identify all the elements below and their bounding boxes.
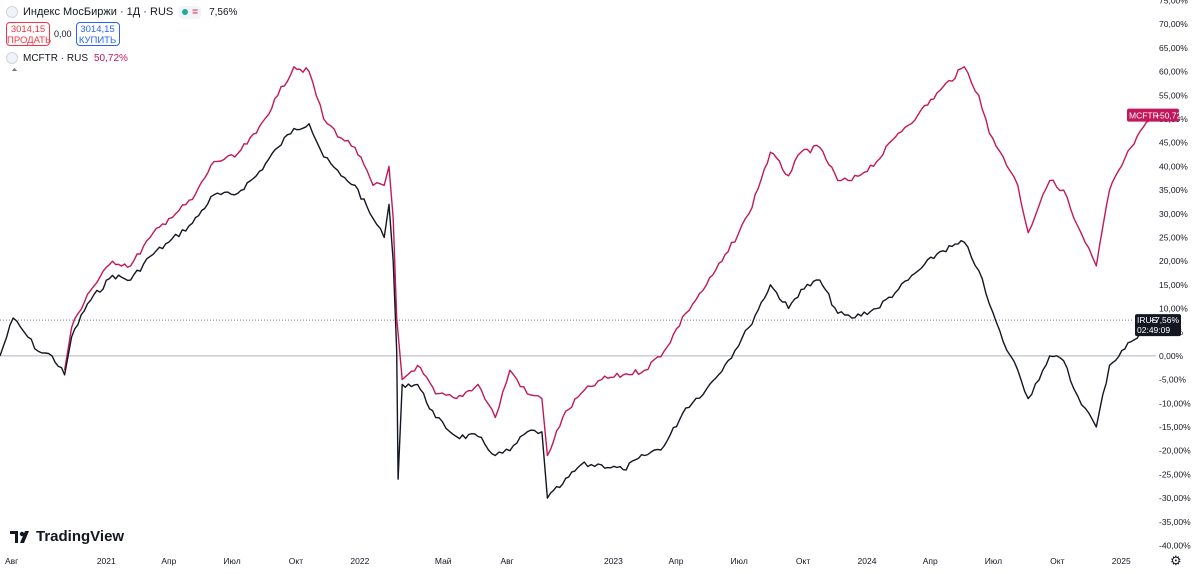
series-line-imoex[interactable]: [0, 122, 1154, 499]
x-tick-label: 2021: [97, 556, 116, 566]
y-tick-label: 30,00%: [1159, 209, 1188, 219]
imoex-tag-countdown: 02:49:09: [1137, 325, 1170, 335]
x-axis[interactable]: Авг 2021 Апр Июл Окт 2022 Май Авг 2023 Апр Июл Окт 2…: [5, 556, 1131, 566]
series-line-mcftr[interactable]: [63, 66, 1154, 457]
buy-label: КУПИТЬ: [78, 35, 117, 46]
mcftr-tag-value: +50,72%: [1155, 111, 1189, 121]
tradingview-logo[interactable]: TradingView: [10, 528, 124, 545]
y-tick-label: -35,00%: [1159, 517, 1191, 527]
y-tick-label: 20,00%: [1159, 256, 1188, 266]
y-tick-label: 65,00%: [1159, 43, 1188, 53]
y-tick-label: -15,00%: [1159, 422, 1191, 432]
symbol-logo-icon: [6, 6, 18, 18]
tradingview-logo-icon: [10, 530, 29, 543]
compare-logo-icon: [6, 52, 18, 64]
x-tick-label: Май: [435, 556, 452, 566]
x-tick-label: Апр: [923, 556, 938, 566]
market-status-badge[interactable]: =: [179, 5, 202, 19]
sell-button[interactable]: 3014,15 ПРОДАТЬ: [6, 22, 52, 46]
y-tick-label: 70,00%: [1159, 19, 1188, 29]
y-tick-label: 0,00%: [1159, 351, 1184, 361]
x-tick-label: Окт: [796, 556, 810, 566]
mcftr-price-tag: MCFTR +50,72%: [1127, 108, 1189, 122]
y-tick-label: -30,00%: [1159, 493, 1191, 503]
buy-price: 3014,15: [80, 24, 115, 35]
x-tick-label: 2023: [604, 556, 623, 566]
y-tick-label: 60,00%: [1159, 67, 1188, 77]
y-tick-label: 75,00%: [1159, 0, 1188, 6]
spread-value: 0,00: [54, 29, 72, 39]
x-tick-label: Июл: [985, 556, 1002, 566]
x-tick-label: Авг: [5, 556, 18, 566]
y-axis[interactable]: 75,00%70,00%65,00%60,00%55,00%50,00%45,0…: [1159, 0, 1191, 551]
x-tick-label: 2022: [350, 556, 369, 566]
compare-symbol-row[interactable]: MCFTR · RUS 50,72%: [6, 50, 237, 66]
main-symbol-row: Индекс МосБиржи · 1Д · RUS = 7,56%: [6, 4, 237, 20]
market-open-icon: [182, 9, 189, 15]
x-tick-label: Окт: [289, 556, 303, 566]
equals-icon: =: [192, 6, 199, 18]
y-tick-label: 10,00%: [1159, 304, 1188, 314]
x-tick-label: Апр: [668, 556, 683, 566]
compare-name: MCFTR · RUS: [23, 52, 88, 64]
y-tick-label: -25,00%: [1159, 469, 1191, 479]
symbol-title[interactable]: Индекс МосБиржи · 1Д · RUS: [23, 6, 174, 18]
x-tick-label: Авг: [500, 556, 513, 566]
imoex-tag-symbol: IRUS: [1137, 315, 1158, 325]
logo-text: TradingView: [36, 528, 125, 545]
series-layer: [0, 66, 1154, 499]
y-tick-label: -5,00%: [1159, 375, 1186, 385]
x-tick-label: 2025: [1112, 556, 1131, 566]
y-tick-label: 55,00%: [1159, 90, 1188, 100]
imoex-tag-value: +7,56%: [1150, 315, 1180, 325]
sell-label: ПРОДАТЬ: [7, 35, 52, 46]
y-tick-label: -20,00%: [1159, 446, 1191, 456]
y-tick-label: 25,00%: [1159, 232, 1188, 242]
trade-buttons: 3014,15 ПРОДАТЬ 0,00 3014,15 КУПИТЬ: [6, 22, 237, 46]
x-tick-label: Июл: [223, 556, 240, 566]
mcftr-tag-symbol: MCFTR: [1129, 111, 1159, 121]
x-tick-label: Апр: [161, 556, 176, 566]
y-tick-label: 15,00%: [1159, 280, 1188, 290]
x-tick-label: Июл: [731, 556, 748, 566]
compare-change: 50,72%: [94, 52, 128, 64]
y-tick-label: -10,00%: [1159, 398, 1191, 408]
x-tick-label: Окт: [1050, 556, 1064, 566]
x-tick-label: 2024: [858, 556, 877, 566]
y-tick-label: -40,00%: [1159, 541, 1191, 551]
buy-button[interactable]: 3014,15 КУПИТЬ: [75, 22, 120, 46]
collapse-legend-icon[interactable]: ▲: [10, 66, 19, 72]
settings-gear-icon[interactable]: ⚙: [1170, 553, 1182, 568]
sell-price: 3014,15: [10, 24, 46, 35]
y-tick-label: 45,00%: [1159, 138, 1188, 148]
symbol-change: 7,56%: [209, 6, 238, 18]
y-tick-label: 40,00%: [1159, 161, 1188, 171]
legend: Индекс МосБиржи · 1Д · RUS = 7,56% 3014,…: [6, 4, 237, 66]
y-tick-label: 35,00%: [1159, 185, 1188, 195]
imoex-price-tag: IRUS +7,56% 02:49:09: [1135, 314, 1181, 337]
